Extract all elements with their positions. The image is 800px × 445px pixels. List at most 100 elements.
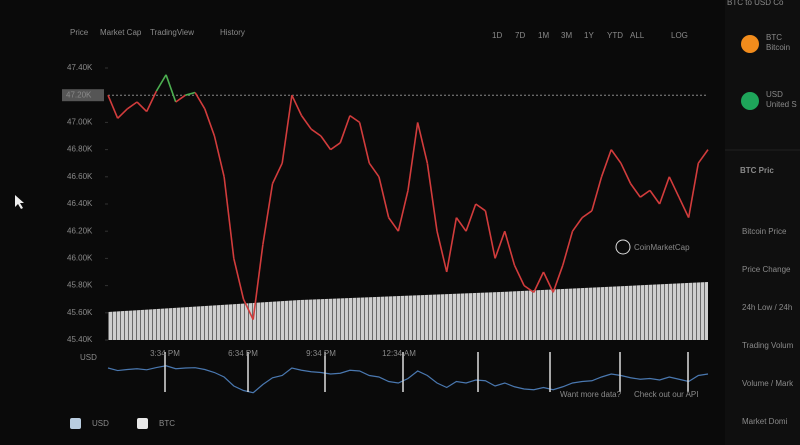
asset-code: USD <box>766 90 783 99</box>
legend-label[interactable]: BTC <box>159 419 175 428</box>
price-segment <box>165 74 177 103</box>
price-segment <box>687 163 700 218</box>
price-segment <box>378 176 390 218</box>
y-tick-label: 47.40K <box>67 63 93 72</box>
x-tick-label: 3:34 PM <box>150 349 180 358</box>
y-axis-label: USD <box>80 353 97 362</box>
price-segment <box>368 162 380 178</box>
y-tick-label: 45.80K <box>67 281 93 290</box>
price-segment <box>494 230 506 259</box>
price-segment <box>242 298 254 320</box>
y-tick-label: 46.60K <box>67 172 93 181</box>
price-segment <box>678 196 690 218</box>
y-tick-label: 47.00K <box>67 118 93 127</box>
price-segment <box>562 230 574 266</box>
x-tick-label: 9:34 PM <box>306 349 336 358</box>
range-button[interactable]: ALL <box>630 31 645 40</box>
price-segment <box>581 210 593 219</box>
range-button[interactable]: LOG <box>671 31 688 40</box>
stats-title: BTC Pric <box>740 166 774 175</box>
legend-swatch <box>70 418 81 429</box>
price-segment <box>397 190 409 232</box>
y-tick-label: 46.20K <box>67 226 93 235</box>
stat-label: Price Change <box>742 265 791 274</box>
price-segment <box>465 203 477 232</box>
volume-bars <box>108 282 708 340</box>
price-segment <box>262 183 274 245</box>
price-segment <box>339 115 351 144</box>
price-segment <box>649 189 661 205</box>
price-segment <box>223 176 235 259</box>
price-segment <box>126 101 138 110</box>
price-segment <box>436 231 448 273</box>
y-tick-label: 46.00K <box>67 254 93 263</box>
price-segment <box>281 95 293 164</box>
logo <box>615 239 631 255</box>
price-segment <box>136 101 148 113</box>
range-button[interactable]: 7D <box>515 31 525 40</box>
price-segment <box>233 258 245 300</box>
price-segment <box>504 230 516 266</box>
price-segment <box>145 90 158 112</box>
footer-text: Want more data? <box>560 390 622 399</box>
price-segment <box>117 108 128 119</box>
price-segment <box>213 135 225 177</box>
price-segment <box>455 217 467 232</box>
price-segment <box>513 264 525 286</box>
stat-label: Bitcoin Price <box>742 227 787 236</box>
range-button[interactable]: 1Y <box>584 31 594 40</box>
price-segment <box>658 176 671 205</box>
y-tick-label: 46.80K <box>67 145 93 154</box>
price-segment <box>668 176 680 198</box>
price-segment <box>571 217 583 232</box>
stat-label: Trading Volum <box>742 341 794 350</box>
price-segment <box>407 122 419 191</box>
y-tick-label: 45.40K <box>67 335 93 344</box>
price-segment <box>475 203 486 212</box>
price-segment <box>194 92 206 110</box>
range-button[interactable]: 1D <box>492 31 502 40</box>
x-tick-label: 6:34 PM <box>228 349 258 358</box>
price-segment <box>291 94 303 116</box>
stat-label: Volume / Mark <box>742 379 794 388</box>
x-tick-label: 12:34 AM <box>382 349 416 358</box>
price-segment <box>300 115 312 130</box>
asset-code: BTC <box>766 33 782 42</box>
tab[interactable]: Market Cap <box>100 28 142 37</box>
price-segment <box>629 183 641 198</box>
price-segment <box>639 189 651 198</box>
tab[interactable]: Price <box>70 28 89 37</box>
range-button[interactable]: 1M <box>538 31 549 40</box>
price-segment <box>542 271 554 293</box>
price-segment <box>185 91 196 96</box>
price-segment <box>426 163 438 232</box>
stat-label: Market Domi <box>742 417 788 426</box>
tab[interactable]: TradingView <box>150 28 194 37</box>
price-segment <box>252 244 264 320</box>
price-segment <box>610 149 622 164</box>
cursor <box>15 195 24 209</box>
legend-label[interactable]: USD <box>92 419 109 428</box>
stat-label: 24h Low / 24h <box>742 303 792 312</box>
navigator-line <box>107 365 709 394</box>
price-segment <box>310 128 322 137</box>
price-segment <box>600 149 612 178</box>
asset-name: Bitcoin <box>766 43 790 52</box>
reference-label: 47.20K <box>66 90 92 99</box>
price-segment <box>697 149 709 164</box>
price-segment <box>271 162 283 184</box>
tab[interactable]: History <box>220 28 245 37</box>
asset-name: United S <box>766 100 797 109</box>
range-button[interactable]: 3M <box>561 31 572 40</box>
price-segment <box>484 210 496 259</box>
price-segment <box>175 94 186 103</box>
price-segment <box>349 114 361 124</box>
range-button[interactable]: YTD <box>607 31 623 40</box>
legend-swatch <box>137 418 148 429</box>
price-segment <box>155 74 167 92</box>
price-segment <box>620 162 632 184</box>
footer-link[interactable]: Check out our API <box>634 390 698 399</box>
price-segment <box>107 94 119 119</box>
price-segment <box>445 217 458 273</box>
